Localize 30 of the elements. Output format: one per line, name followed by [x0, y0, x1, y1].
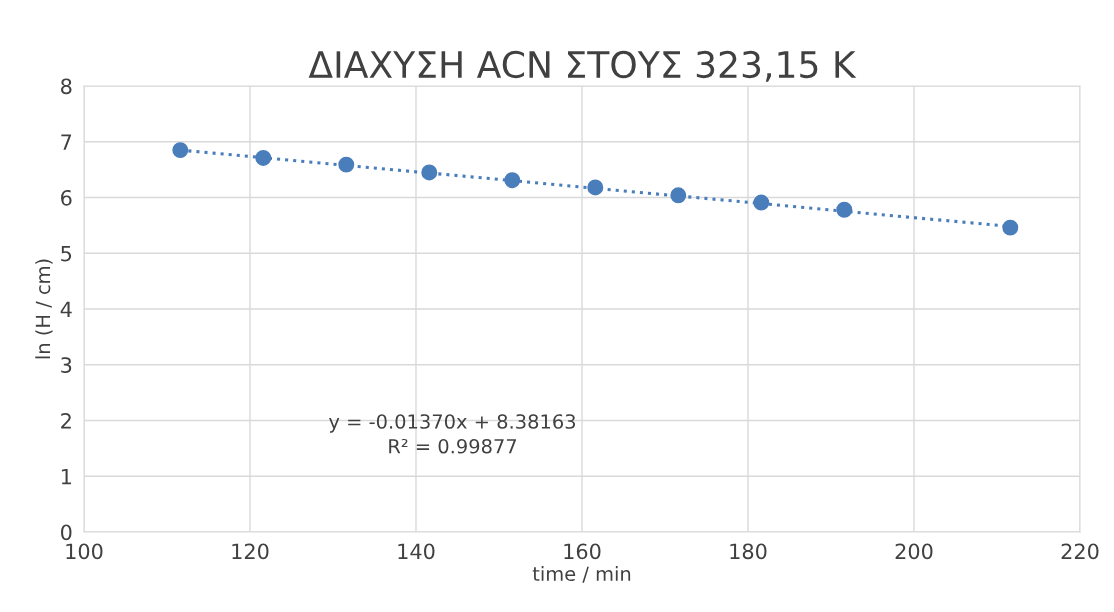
- y-tick-label: 2: [61, 412, 71, 429]
- x-tick-label: 180: [730, 543, 767, 560]
- x-tick-label: 100: [66, 543, 103, 560]
- y-tick-label: 6: [61, 189, 72, 206]
- point: [753, 194, 770, 211]
- annotation: y = -0.01370x + 8.38163 R² = 0.99877: [329, 414, 576, 454]
- point: [421, 164, 438, 181]
- y-tick-label: 7: [61, 134, 72, 150]
- point: [836, 201, 853, 218]
- y-tick-label: 3: [61, 357, 72, 373]
- point: [1002, 219, 1019, 236]
- point: [338, 156, 355, 173]
- x-axis-title: time / min: [532, 566, 631, 583]
- point: [587, 179, 604, 196]
- point: [504, 172, 521, 189]
- x-tick-label: 140: [398, 543, 435, 560]
- y-tick-label: 5: [61, 245, 72, 262]
- point: [255, 149, 272, 166]
- x-tick-label: 220: [1061, 543, 1099, 560]
- point: [172, 142, 189, 159]
- point: [670, 187, 687, 204]
- chart-title: ΔΙΑΧΥΣΗ ACN ΣΤΟΥΣ 323,15 K: [308, 50, 857, 82]
- x-tick-label: 200: [895, 543, 933, 560]
- y-tick-label: 4: [60, 301, 72, 317]
- x-tick-label: 120: [232, 543, 269, 560]
- y-tick-label: 8: [61, 78, 72, 95]
- y-tick-label: 1: [61, 468, 71, 485]
- y-axis-title: ln (H / cm): [35, 259, 53, 359]
- x-tick-label: 160: [564, 543, 601, 560]
- y-tick-label: 0: [61, 524, 72, 541]
